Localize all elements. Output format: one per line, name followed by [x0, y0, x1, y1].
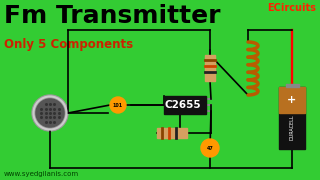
Circle shape	[32, 95, 68, 131]
Text: DURACELL: DURACELL	[290, 114, 294, 140]
Text: C2655: C2655	[165, 100, 201, 110]
Text: ECircuits: ECircuits	[267, 3, 316, 13]
Bar	[164, 96, 206, 114]
Text: Only 5 Components: Only 5 Components	[4, 38, 133, 51]
Circle shape	[201, 139, 219, 157]
Text: 47: 47	[207, 145, 213, 150]
Text: Fm Transmitter: Fm Transmitter	[4, 4, 220, 28]
Text: +: +	[287, 95, 297, 105]
Text: 101: 101	[113, 102, 123, 107]
Bar	[285, 84, 299, 87]
Circle shape	[36, 99, 64, 127]
Text: www.syedgilanis.com: www.syedgilanis.com	[4, 171, 79, 177]
Bar	[279, 87, 305, 113]
Bar	[279, 87, 305, 149]
Bar	[157, 128, 187, 138]
Bar	[205, 55, 215, 81]
Circle shape	[110, 97, 126, 113]
